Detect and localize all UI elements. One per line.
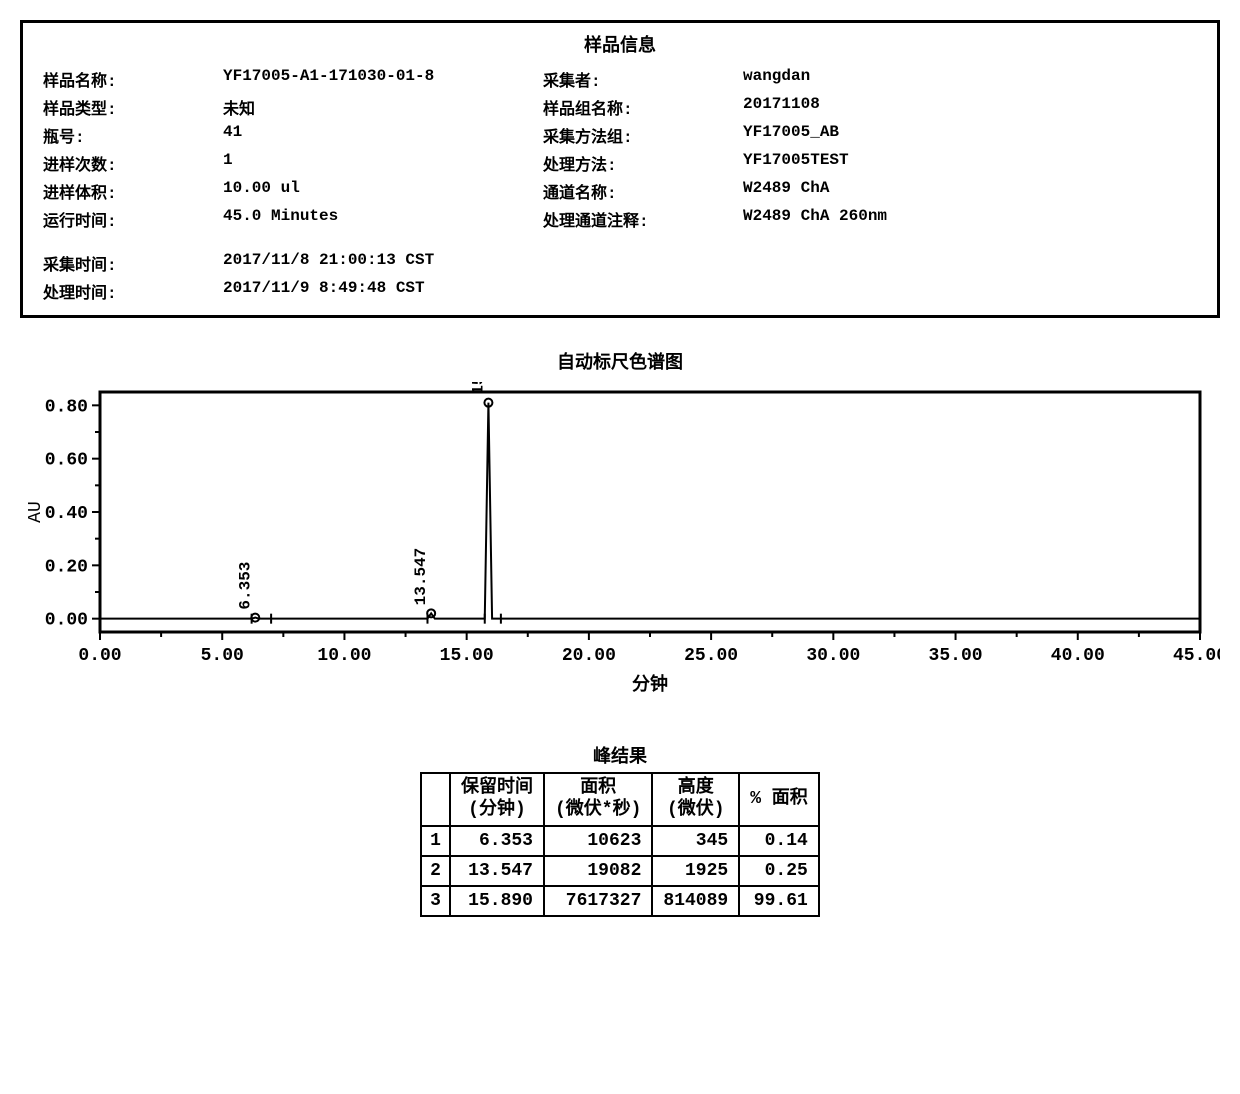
svg-text:25.00: 25.00	[684, 646, 738, 666]
svg-text:13.547: 13.547	[412, 548, 430, 606]
col-area: 面积(微伏*秒)	[544, 773, 652, 826]
table-row: 2 13.547 19082 1925 0.25	[421, 856, 819, 886]
value: YF17005_AB	[743, 123, 1043, 147]
cell: 0.25	[739, 856, 819, 886]
svg-text:0.60: 0.60	[45, 451, 88, 471]
label: 瓶号:	[43, 123, 223, 147]
cell: 0.14	[739, 826, 819, 856]
value: 10.00 ul	[223, 179, 543, 203]
cell: 13.547	[450, 856, 544, 886]
svg-text:6.353: 6.353	[236, 562, 254, 610]
svg-text:35.00: 35.00	[929, 646, 983, 666]
value: 未知	[223, 95, 543, 119]
svg-text:15.00: 15.00	[440, 646, 494, 666]
cell: 345	[652, 826, 739, 856]
label: 样品组名称:	[543, 95, 743, 119]
value: W2489 ChA	[743, 179, 1043, 203]
label: 进样体积:	[43, 179, 223, 203]
cell: 10623	[544, 826, 652, 856]
cell: 1	[421, 826, 450, 856]
value: wangdan	[743, 67, 1043, 91]
chromatogram-svg: 0.00 0.20 0.40 0.60 0.80 0.00 5.00 10.00 15.00 20…	[20, 382, 1220, 702]
label: 处理通道注释:	[543, 207, 743, 231]
svg-text:0.80: 0.80	[45, 397, 88, 417]
value: YF17005TEST	[743, 151, 1043, 175]
peak-results-title: 峰结果	[20, 742, 1220, 768]
col-index	[421, 773, 450, 826]
label: 进样次数:	[43, 151, 223, 175]
label: 采集者:	[543, 67, 743, 91]
sample-info-box: 样品信息 样品名称: YF17005-A1-171030-01-8 采集者: w…	[20, 20, 1220, 318]
svg-text:15.890: 15.890	[469, 382, 487, 395]
cell: 7617327	[544, 886, 652, 916]
value: 45.0 Minutes	[223, 207, 543, 231]
table-row: 3 15.890 7617327 814089 99.61	[421, 886, 819, 916]
value: 1	[223, 151, 543, 175]
cell: 2	[421, 856, 450, 886]
svg-text:0.00: 0.00	[45, 611, 88, 631]
label: 样品名称:	[43, 67, 223, 91]
svg-text:20.00: 20.00	[562, 646, 616, 666]
svg-text:0.20: 0.20	[45, 557, 88, 577]
svg-text:0.00: 0.00	[78, 646, 121, 666]
svg-text:分钟: 分钟	[632, 673, 668, 694]
label: 处理时间:	[43, 279, 223, 303]
value: 20171108	[743, 95, 1043, 119]
cell: 3	[421, 886, 450, 916]
svg-text:45.00: 45.00	[1173, 646, 1220, 666]
cell: 15.890	[450, 886, 544, 916]
cell: 1925	[652, 856, 739, 886]
table-header-row: 保留时间(分钟) 面积(微伏*秒) 高度(微伏) % 面积	[421, 773, 819, 826]
label: 样品类型:	[43, 95, 223, 119]
cell: 19082	[544, 856, 652, 886]
peak-results-table: 保留时间(分钟) 面积(微伏*秒) 高度(微伏) % 面积 1 6.353 10…	[420, 772, 820, 917]
svg-text:5.00: 5.00	[201, 646, 244, 666]
value: YF17005-A1-171030-01-8	[223, 67, 543, 91]
sample-info-grid: 样品名称: YF17005-A1-171030-01-8 采集者: wangda…	[43, 67, 1197, 303]
value: 2017/11/9 8:49:48 CST	[223, 279, 1043, 303]
svg-text:30.00: 30.00	[806, 646, 860, 666]
value: 2017/11/8 21:00:13 CST	[223, 251, 1043, 275]
chromatogram-chart: 0.00 0.20 0.40 0.60 0.80 0.00 5.00 10.00 15.00 20…	[20, 382, 1220, 702]
cell: 99.61	[739, 886, 819, 916]
sample-info-title: 样品信息	[43, 31, 1197, 57]
value: W2489 ChA 260nm	[743, 207, 1043, 231]
label: 通道名称:	[543, 179, 743, 203]
col-height: 高度(微伏)	[652, 773, 739, 826]
label: 采集时间:	[43, 251, 223, 275]
label: 采集方法组:	[543, 123, 743, 147]
label: 处理方法:	[543, 151, 743, 175]
cell: 814089	[652, 886, 739, 916]
table-row: 1 6.353 10623 345 0.14	[421, 826, 819, 856]
label: 运行时间:	[43, 207, 223, 231]
svg-text:10.00: 10.00	[317, 646, 371, 666]
value: 41	[223, 123, 543, 147]
svg-text:0.40: 0.40	[45, 504, 88, 524]
cell: 6.353	[450, 826, 544, 856]
svg-text:40.00: 40.00	[1051, 646, 1105, 666]
col-rt: 保留时间(分钟)	[450, 773, 544, 826]
chart-title: 自动标尺色谱图	[20, 348, 1220, 374]
svg-text:AU: AU	[26, 501, 46, 523]
col-pct: % 面积	[739, 773, 819, 826]
